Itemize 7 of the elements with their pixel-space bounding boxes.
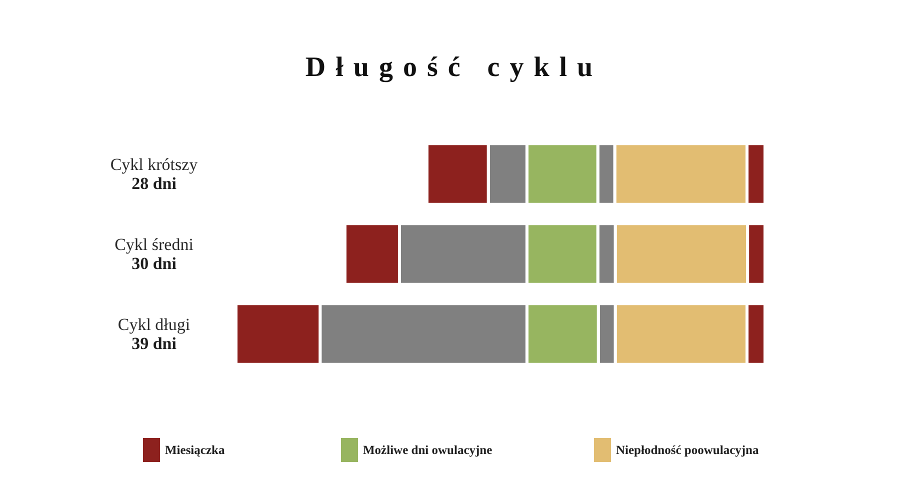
y-tick-label: Cykl długi 39 dni xyxy=(118,315,190,353)
y-tick-label: Cykl średni 30 dni xyxy=(114,235,194,273)
y-tick-label: Cykl krótszy 28 dni xyxy=(110,155,198,193)
legend-label: Niepłodność poowulacyjna xyxy=(616,443,760,457)
legend-label: Możliwe dni owulacyjne xyxy=(363,443,493,457)
chart-title: Długość cyklu xyxy=(304,52,604,83)
legend-label: Miesiączka xyxy=(165,443,226,457)
